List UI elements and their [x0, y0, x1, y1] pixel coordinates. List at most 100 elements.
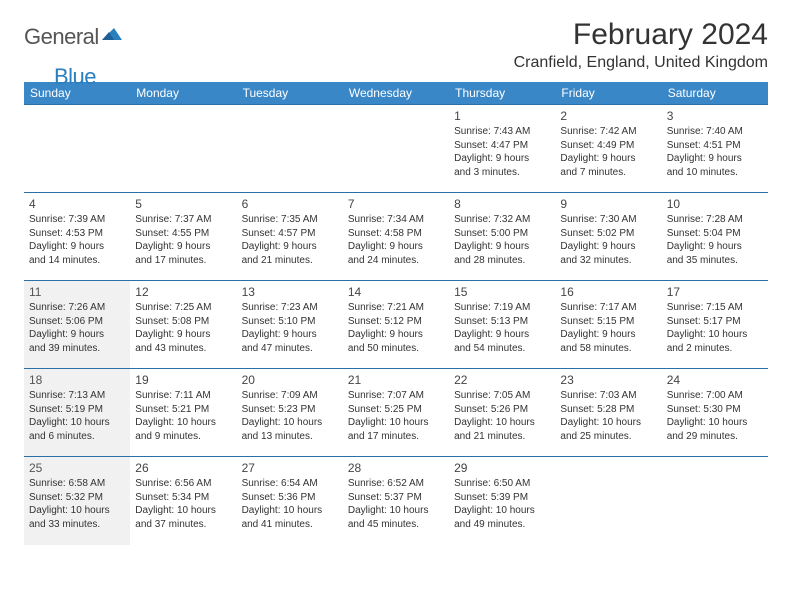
sunrise-text: Sunrise: 7:28 AM — [667, 213, 763, 227]
daylight-text: Daylight: 10 hours — [135, 504, 231, 518]
daylight-text: Daylight: 10 hours — [29, 504, 125, 518]
daylight-text: Daylight: 10 hours — [135, 416, 231, 430]
sunrise-text: Sunrise: 7:37 AM — [135, 213, 231, 227]
daylight-text: Daylight: 9 hours — [454, 240, 550, 254]
day-cell: 19Sunrise: 7:11 AMSunset: 5:21 PMDayligh… — [130, 369, 236, 457]
sunset-text: Sunset: 5:36 PM — [242, 491, 338, 505]
daylight-text: and 32 minutes. — [560, 254, 656, 268]
week-row: 18Sunrise: 7:13 AMSunset: 5:19 PMDayligh… — [24, 369, 768, 457]
sunrise-text: Sunrise: 6:54 AM — [242, 477, 338, 491]
header: General February 2024 Cranfield, England… — [24, 18, 768, 72]
sunrise-text: Sunrise: 7:43 AM — [454, 125, 550, 139]
sunset-text: Sunset: 5:32 PM — [29, 491, 125, 505]
day-cell: 9Sunrise: 7:30 AMSunset: 5:02 PMDaylight… — [555, 193, 661, 281]
day-cell — [130, 105, 236, 193]
daylight-text: and 17 minutes. — [135, 254, 231, 268]
day-cell — [662, 457, 768, 545]
logo-flag-icon — [102, 26, 124, 49]
daylight-text: Daylight: 9 hours — [135, 328, 231, 342]
daylight-text: and 9 minutes. — [135, 430, 231, 444]
daylight-text: and 35 minutes. — [667, 254, 763, 268]
day-number: 20 — [242, 372, 338, 388]
day-cell — [24, 105, 130, 193]
daylight-text: Daylight: 10 hours — [242, 504, 338, 518]
daylight-text: Daylight: 9 hours — [242, 328, 338, 342]
day-number: 17 — [667, 284, 763, 300]
week-row: 1Sunrise: 7:43 AMSunset: 4:47 PMDaylight… — [24, 105, 768, 193]
day-number: 5 — [135, 196, 231, 212]
daylight-text: and 54 minutes. — [454, 342, 550, 356]
daylight-text: Daylight: 10 hours — [348, 504, 444, 518]
day-cell: 18Sunrise: 7:13 AMSunset: 5:19 PMDayligh… — [24, 369, 130, 457]
sunrise-text: Sunrise: 7:09 AM — [242, 389, 338, 403]
location-text: Cranfield, England, United Kingdom — [514, 54, 768, 72]
day-number: 21 — [348, 372, 444, 388]
sunset-text: Sunset: 5:02 PM — [560, 227, 656, 241]
sunset-text: Sunset: 5:15 PM — [560, 315, 656, 329]
sunset-text: Sunset: 5:34 PM — [135, 491, 231, 505]
day-cell: 15Sunrise: 7:19 AMSunset: 5:13 PMDayligh… — [449, 281, 555, 369]
day-cell: 24Sunrise: 7:00 AMSunset: 5:30 PMDayligh… — [662, 369, 768, 457]
day-number: 10 — [667, 196, 763, 212]
day-cell — [555, 457, 661, 545]
daylight-text: and 13 minutes. — [242, 430, 338, 444]
daylight-text: Daylight: 9 hours — [454, 328, 550, 342]
day-number: 27 — [242, 460, 338, 476]
sunset-text: Sunset: 4:49 PM — [560, 139, 656, 153]
day-cell: 11Sunrise: 7:26 AMSunset: 5:06 PMDayligh… — [24, 281, 130, 369]
day-number: 4 — [29, 196, 125, 212]
daylight-text: and 33 minutes. — [29, 518, 125, 532]
daylight-text: and 14 minutes. — [29, 254, 125, 268]
sunrise-text: Sunrise: 7:30 AM — [560, 213, 656, 227]
daylight-text: Daylight: 9 hours — [560, 240, 656, 254]
day-cell: 17Sunrise: 7:15 AMSunset: 5:17 PMDayligh… — [662, 281, 768, 369]
daylight-text: and 7 minutes. — [560, 166, 656, 180]
day-cell: 8Sunrise: 7:32 AMSunset: 5:00 PMDaylight… — [449, 193, 555, 281]
daylight-text: and 49 minutes. — [454, 518, 550, 532]
day-cell: 20Sunrise: 7:09 AMSunset: 5:23 PMDayligh… — [237, 369, 343, 457]
sunset-text: Sunset: 5:21 PM — [135, 403, 231, 417]
sunset-text: Sunset: 5:25 PM — [348, 403, 444, 417]
day-number: 22 — [454, 372, 550, 388]
day-cell: 6Sunrise: 7:35 AMSunset: 4:57 PMDaylight… — [237, 193, 343, 281]
sunrise-text: Sunrise: 7:11 AM — [135, 389, 231, 403]
day-header-row: Sunday Monday Tuesday Wednesday Thursday… — [24, 82, 768, 105]
daylight-text: and 47 minutes. — [242, 342, 338, 356]
day-number: 13 — [242, 284, 338, 300]
sunset-text: Sunset: 5:08 PM — [135, 315, 231, 329]
daylight-text: and 37 minutes. — [135, 518, 231, 532]
day-number: 6 — [242, 196, 338, 212]
day-cell: 4Sunrise: 7:39 AMSunset: 4:53 PMDaylight… — [24, 193, 130, 281]
daylight-text: Daylight: 10 hours — [242, 416, 338, 430]
day-number: 29 — [454, 460, 550, 476]
daylight-text: and 3 minutes. — [454, 166, 550, 180]
day-number: 26 — [135, 460, 231, 476]
day-header: Thursday — [449, 82, 555, 105]
sunset-text: Sunset: 5:17 PM — [667, 315, 763, 329]
sunset-text: Sunset: 4:55 PM — [135, 227, 231, 241]
day-cell: 13Sunrise: 7:23 AMSunset: 5:10 PMDayligh… — [237, 281, 343, 369]
sunset-text: Sunset: 4:58 PM — [348, 227, 444, 241]
day-number: 25 — [29, 460, 125, 476]
calendar-body: 1Sunrise: 7:43 AMSunset: 4:47 PMDaylight… — [24, 105, 768, 545]
day-header: Monday — [130, 82, 236, 105]
daylight-text: Daylight: 10 hours — [667, 328, 763, 342]
sunrise-text: Sunrise: 7:07 AM — [348, 389, 444, 403]
week-row: 25Sunrise: 6:58 AMSunset: 5:32 PMDayligh… — [24, 457, 768, 545]
sunset-text: Sunset: 5:12 PM — [348, 315, 444, 329]
daylight-text: and 45 minutes. — [348, 518, 444, 532]
sunrise-text: Sunrise: 7:03 AM — [560, 389, 656, 403]
daylight-text: and 17 minutes. — [348, 430, 444, 444]
daylight-text: and 21 minutes. — [454, 430, 550, 444]
day-cell: 25Sunrise: 6:58 AMSunset: 5:32 PMDayligh… — [24, 457, 130, 545]
day-number: 16 — [560, 284, 656, 300]
calendar-document: General February 2024 Cranfield, England… — [0, 0, 792, 555]
sunrise-text: Sunrise: 7:13 AM — [29, 389, 125, 403]
sunrise-text: Sunrise: 6:56 AM — [135, 477, 231, 491]
day-number: 14 — [348, 284, 444, 300]
logo: General — [24, 24, 126, 50]
sunset-text: Sunset: 5:06 PM — [29, 315, 125, 329]
sunset-text: Sunset: 4:51 PM — [667, 139, 763, 153]
day-number: 15 — [454, 284, 550, 300]
day-cell: 5Sunrise: 7:37 AMSunset: 4:55 PMDaylight… — [130, 193, 236, 281]
